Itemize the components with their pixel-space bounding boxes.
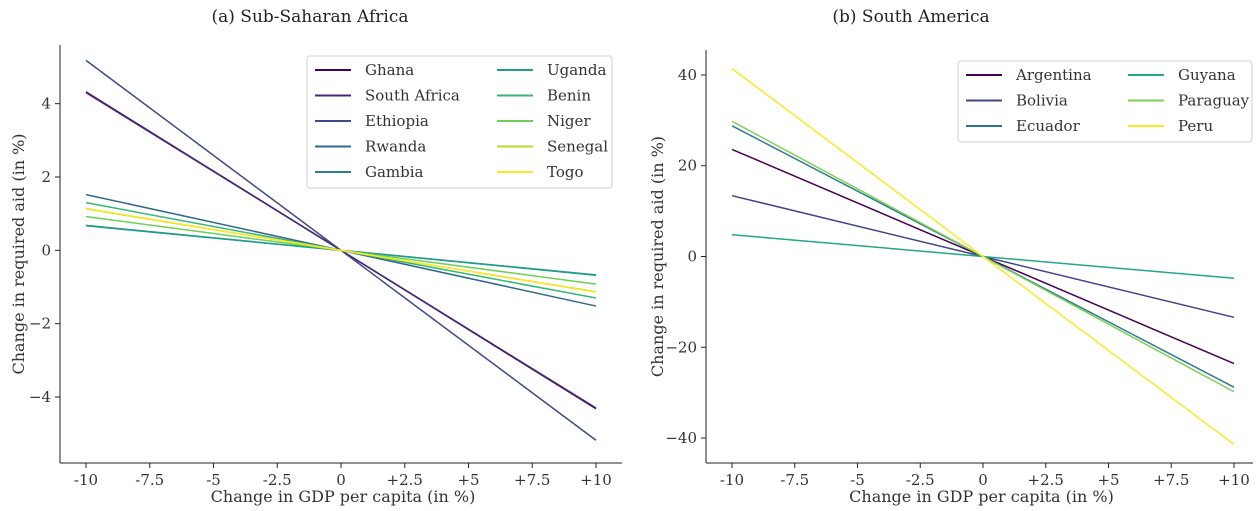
legend-item: South Africa — [315, 87, 460, 105]
legend-item: Ghana — [315, 61, 414, 79]
legend-box — [306, 55, 613, 189]
legend-item: Peru — [1128, 117, 1213, 135]
y-axis-label: Change in required aid (in %) — [648, 136, 667, 377]
x-tick-label: -5 — [850, 471, 865, 489]
y-tick-label: 20 — [678, 157, 697, 175]
legend-label: Benin — [547, 87, 591, 105]
legend-label: Ghana — [365, 61, 414, 79]
x-tick-label: -5 — [206, 471, 221, 489]
x-tick-label: -10 — [74, 471, 98, 489]
x-tick-label: +7.5 — [1153, 471, 1189, 489]
x-tick-label: +7.5 — [514, 471, 550, 489]
y-tick-label: 2 — [41, 168, 51, 186]
y-axis-label: Change in required aid (in %) — [9, 133, 28, 374]
series-line-peru — [731, 68, 1235, 445]
series-lines — [731, 68, 1235, 445]
x-axis-label: Change in GDP per capita (in %) — [211, 487, 476, 506]
legend-item: Uganda — [497, 61, 606, 79]
chart-title: (b) South America — [832, 7, 989, 27]
x-tick-label: 0 — [978, 471, 988, 489]
y-tick-label: −2 — [29, 315, 51, 333]
legend-item: Ecuador — [966, 117, 1081, 135]
legend-label: Gambia — [365, 163, 424, 181]
x-axis-label: Change in GDP per capita (in %) — [849, 487, 1114, 506]
legend-label: South Africa — [365, 87, 460, 105]
legend-label: Peru — [1178, 117, 1213, 135]
y-tick-label: −20 — [665, 338, 697, 356]
y-tick-label: 40 — [678, 66, 697, 84]
y-tick-label: 4 — [41, 95, 51, 113]
x-tick-label: +2.5 — [1028, 471, 1064, 489]
x-tick-label: +10 — [580, 471, 612, 489]
legend-label: Senegal — [547, 138, 608, 156]
legend-label: Togo — [547, 163, 584, 181]
chart-panel-2: (b) South America -10 -7.5 -5 -2.5 0 +2.5 +5 +7.… — [648, 7, 1253, 506]
x-tick-label: +5 — [457, 471, 479, 489]
y-tick-label: −4 — [29, 388, 51, 406]
legend-item: Gambia — [315, 163, 424, 181]
legend-item: Niger — [497, 112, 591, 130]
legend-label: Paraguay — [1178, 92, 1250, 110]
legend-item: Benin — [497, 87, 591, 105]
x-tick-label: +10 — [1218, 471, 1250, 489]
legend-item: Argentina — [966, 66, 1092, 84]
legend-item: Senegal — [497, 138, 608, 156]
legend-label: Ethiopia — [365, 112, 429, 130]
legend-label: Guyana — [1178, 66, 1236, 84]
series-line-togo — [85, 207, 597, 293]
y-tick-label: −40 — [665, 429, 697, 447]
legend-label: Rwanda — [365, 138, 426, 156]
legend-label: Uganda — [547, 61, 606, 79]
legend-item: Bolivia — [966, 92, 1068, 110]
x-tick-label: -10 — [720, 471, 744, 489]
legend-item: Rwanda — [315, 138, 426, 156]
legend-item: Togo — [497, 163, 584, 181]
x-tick-label: -7.5 — [135, 471, 164, 489]
x-tick-label: -2.5 — [263, 471, 292, 489]
legend: Ghana South Africa Ethiopia Rwanda Gambia Uga… — [306, 55, 613, 189]
x-tick-label: -2.5 — [906, 471, 935, 489]
chart-title: (a) Sub-Saharan Africa — [212, 7, 409, 27]
y-tick-label: 0 — [41, 241, 51, 259]
legend-item: Paraguay — [1128, 92, 1250, 110]
chart-panel-1: (a) Sub-Saharan Africa -10 -7.5 -5 -2.5 0 +2.5… — [9, 7, 622, 506]
legend-label: Ecuador — [1016, 117, 1081, 135]
x-tick-label: -7.5 — [780, 471, 809, 489]
legend-item: Ethiopia — [315, 112, 429, 130]
legend-label: Argentina — [1015, 66, 1092, 84]
legend-box — [957, 60, 1253, 143]
legend-label: Bolivia — [1016, 92, 1068, 110]
series-lines — [85, 59, 597, 441]
legend-item: Guyana — [1128, 66, 1236, 84]
legend: Argentina Bolivia Ecuador Guyana Paraguay Per… — [957, 60, 1253, 143]
x-tick-label: +2.5 — [387, 471, 423, 489]
legend-label: Niger — [547, 112, 591, 130]
x-tick-label: +5 — [1097, 471, 1119, 489]
y-tick-label: 0 — [687, 248, 697, 266]
x-tick-label: 0 — [336, 471, 346, 489]
